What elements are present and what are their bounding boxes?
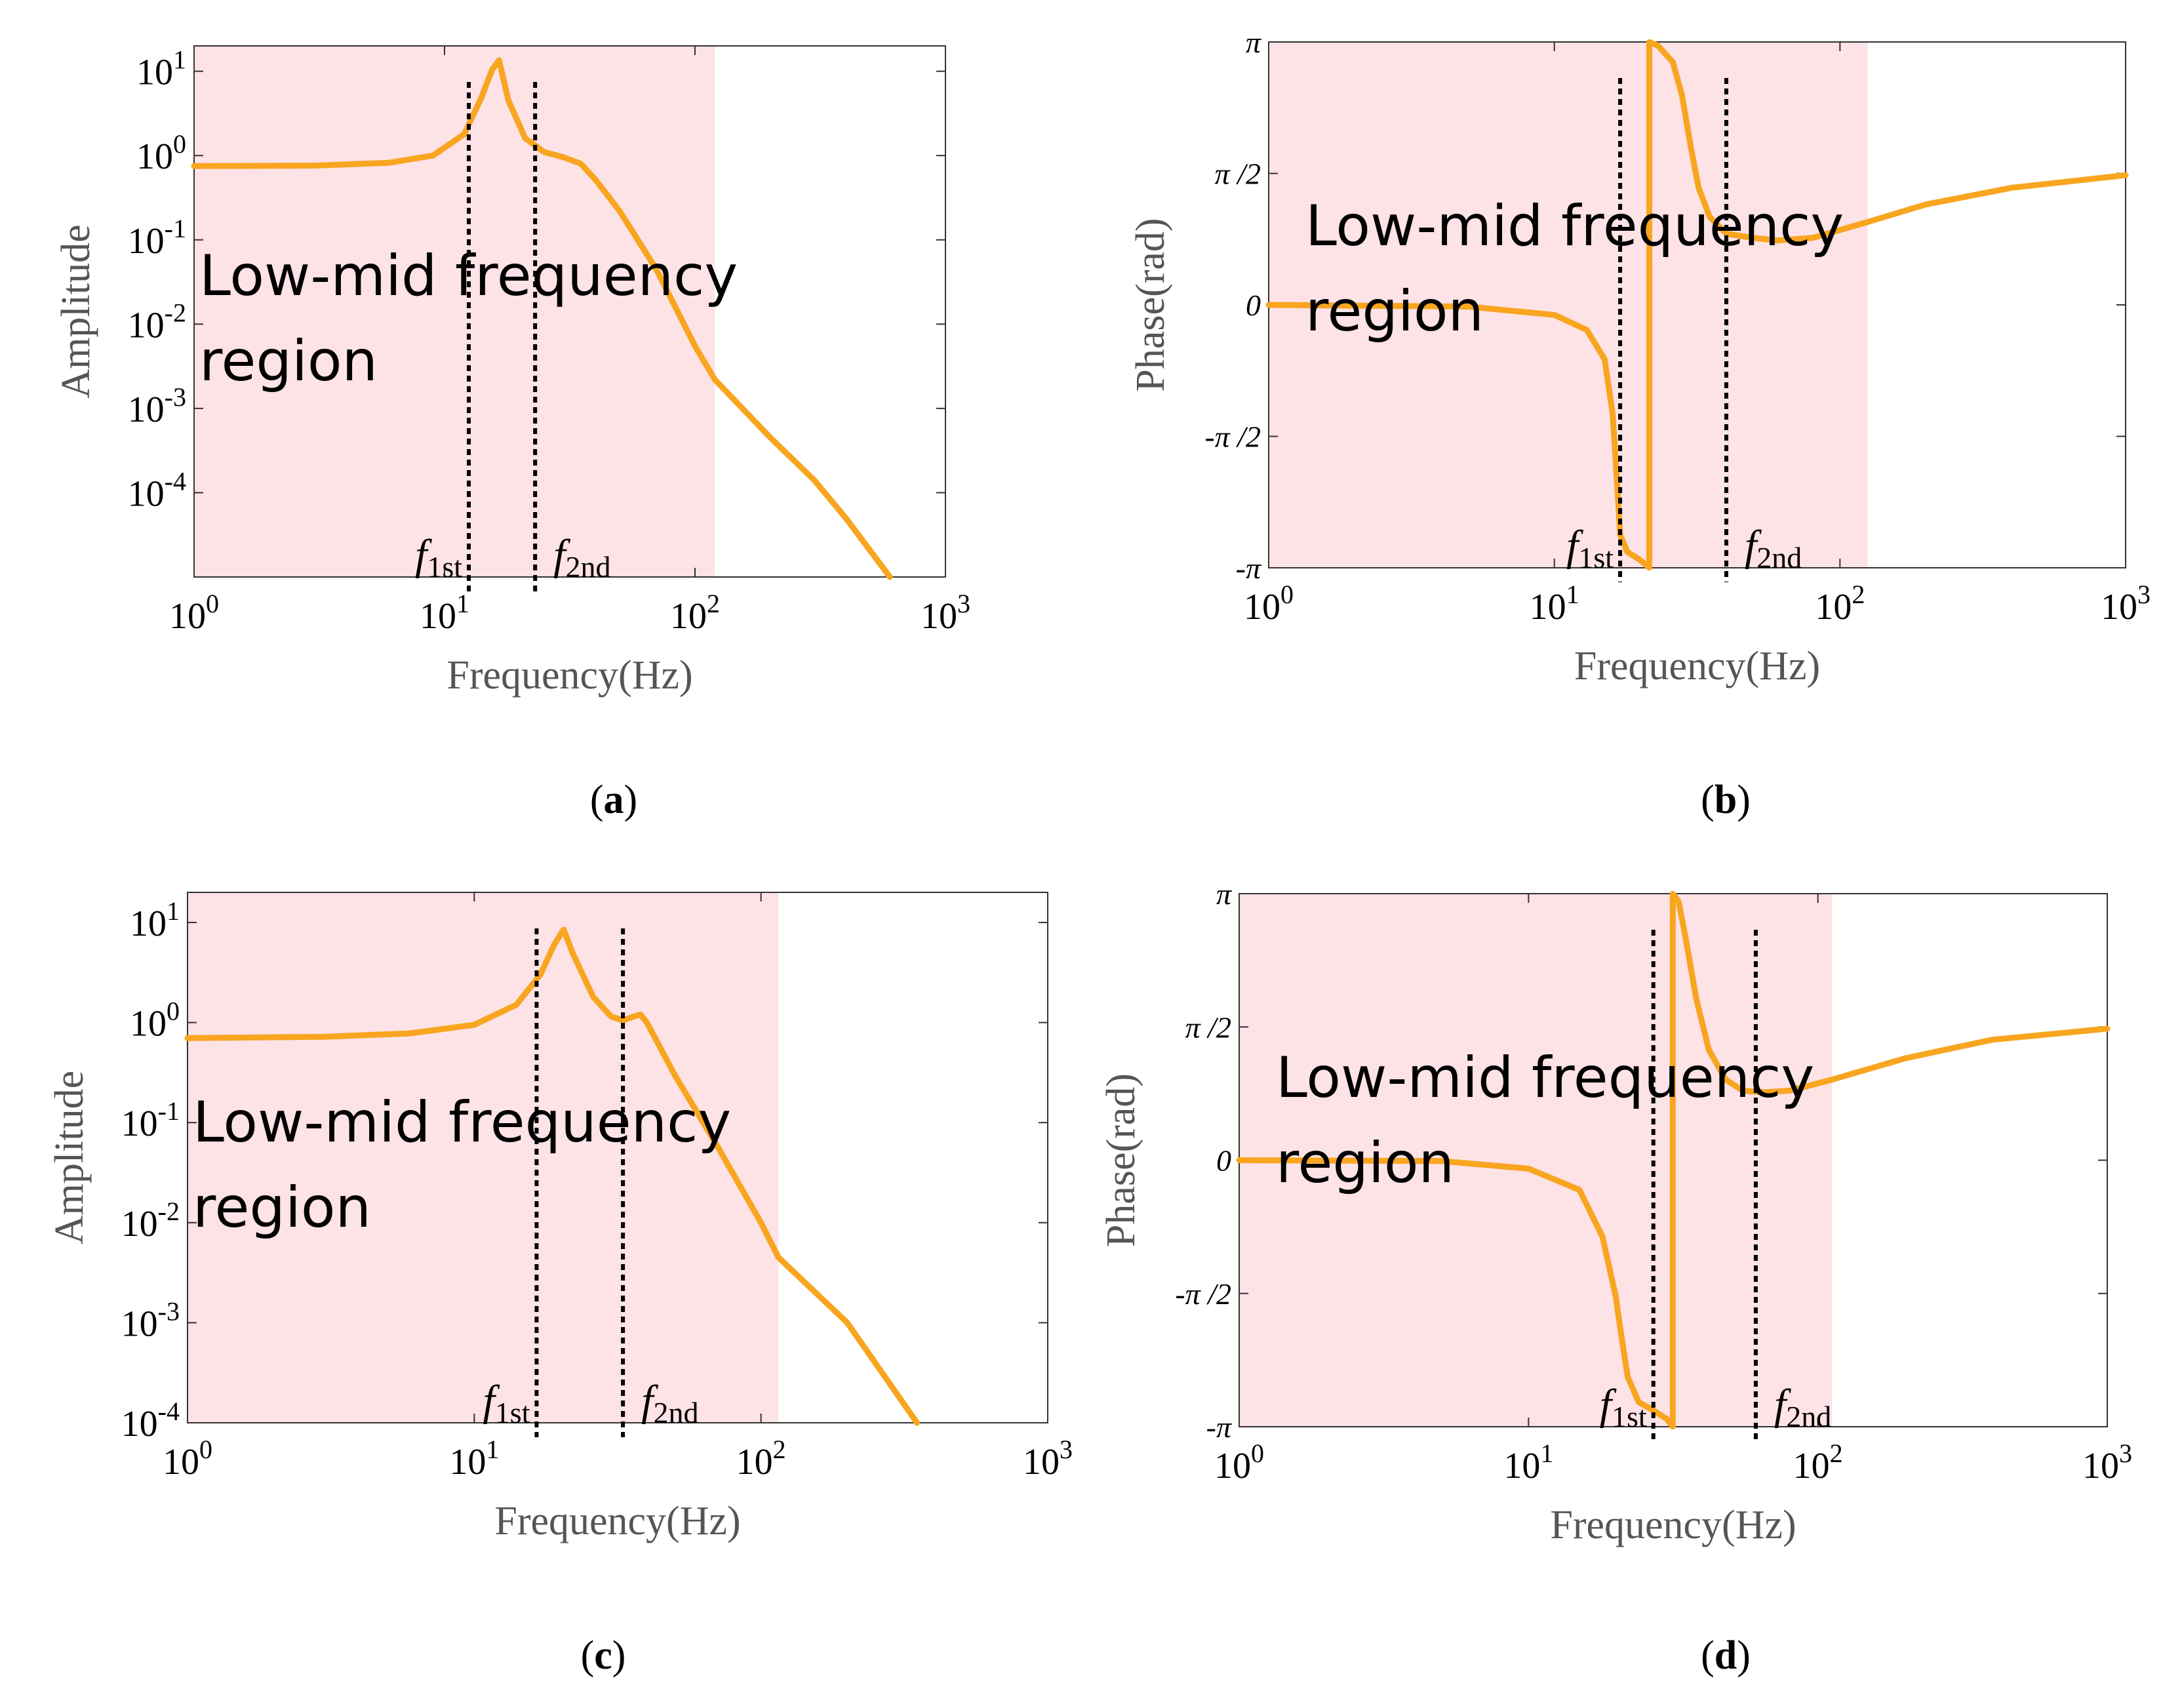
caption-d: (d) xyxy=(1701,1633,1751,1678)
series-line xyxy=(191,57,893,580)
y-tick-label: 10-2 xyxy=(121,1197,180,1244)
y-tick-label: 101 xyxy=(136,45,186,93)
x-tick-label: 101 xyxy=(1530,580,1579,627)
y-tick-label: π xyxy=(1216,877,1233,911)
chart-panel-b: 100 101 102 103 π π /2 0 -π /2 -π Frequency(Hz) Ph… xyxy=(1128,26,2151,688)
chart-panel-d: 100 101 102 103 π π /2 0 -π /2 -π Frequency(Hz) Ph… xyxy=(1099,877,2132,1547)
region-label-line: Low-mid frequency xyxy=(193,1090,731,1155)
x-tick-label: 101 xyxy=(420,589,469,637)
x-tick-label: 103 xyxy=(1023,1435,1073,1482)
series-line xyxy=(184,926,921,1426)
x-tick-label: 102 xyxy=(1793,1439,1843,1486)
region-label-line: Low-mid frequency xyxy=(1276,1045,1814,1111)
y-axis-label: Amplitude xyxy=(47,1071,92,1244)
region-label-line: region xyxy=(1305,279,1484,344)
chart-panel-c: 100 101 102 103 101 100 10-1 10-2 10-3 10-4 Freque… xyxy=(47,892,1073,1543)
caption-a: (a) xyxy=(589,778,638,822)
marker-label-1st: f1st xyxy=(1566,522,1614,574)
y-tick-label: -π /2 xyxy=(1175,1277,1231,1311)
y-tick-label: -π /2 xyxy=(1204,420,1261,454)
y-tick-label: 10-4 xyxy=(121,1397,180,1444)
x-tick-label: 102 xyxy=(1815,580,1865,627)
y-tick-label: 10-3 xyxy=(121,1296,180,1344)
x-axis-label: Frequency(Hz) xyxy=(1550,1503,1796,1547)
x-tick-label: 103 xyxy=(2082,1439,2132,1486)
caption-c: (c) xyxy=(580,1633,626,1678)
marker-label-2nd: f2nd xyxy=(1774,1381,1831,1433)
region-label-line: region xyxy=(1276,1130,1454,1196)
y-tick-label: π xyxy=(1246,26,1262,59)
x-tick-label: 100 xyxy=(163,1435,212,1482)
region-label-line: Low-mid frequency xyxy=(1305,193,1844,259)
chart-panel-a: 100 101 102 103 101 100 10-1 10-2 10-3 10-4 Freque… xyxy=(54,45,970,698)
y-tick-label: -π xyxy=(1236,551,1262,585)
x-tick-label: 100 xyxy=(1244,580,1294,627)
x-tick-label: 103 xyxy=(921,589,970,637)
y-tick-label: 101 xyxy=(130,896,180,944)
series-line xyxy=(1236,890,2111,1430)
region-shade xyxy=(188,892,779,1423)
y-tick-label: 0 xyxy=(1246,288,1261,322)
y-axis-label: Phase(rad) xyxy=(1128,218,1173,391)
series-line xyxy=(1265,39,2129,571)
x-tick-label: 101 xyxy=(449,1435,499,1482)
region-shade xyxy=(194,46,715,577)
x-tick-label: 103 xyxy=(2101,580,2151,627)
y-tick-label: 100 xyxy=(136,129,186,177)
x-axis-label: Frequency(Hz) xyxy=(446,653,692,698)
x-tick-label: 100 xyxy=(1214,1439,1264,1486)
y-tick-label: π /2 xyxy=(1185,1010,1231,1044)
marker-label-1st: f1st xyxy=(415,531,462,584)
x-axis-label: Frequency(Hz) xyxy=(494,1499,740,1543)
plot-frame xyxy=(187,892,1048,1423)
y-tick-label: 10-1 xyxy=(121,1096,180,1144)
x-tick-label: 102 xyxy=(670,589,720,637)
y-tick-label: 0 xyxy=(1216,1144,1231,1178)
caption-b: (b) xyxy=(1701,778,1751,822)
x-tick-label: 102 xyxy=(736,1435,786,1482)
y-tick-label: 10-2 xyxy=(128,298,186,346)
region-label-line: region xyxy=(193,1175,371,1241)
marker-label-1st: f1st xyxy=(1600,1381,1647,1433)
region-label-line: Low-mid frequency xyxy=(199,243,738,309)
marker-label-2nd: f2nd xyxy=(1745,522,1802,574)
region-label-line: region xyxy=(199,328,378,394)
plot-frame xyxy=(193,45,946,578)
y-axis-label: Phase(rad) xyxy=(1099,1073,1143,1247)
y-tick-label: π /2 xyxy=(1215,157,1261,191)
x-tick-label: 100 xyxy=(169,589,219,637)
y-tick-label: 10-4 xyxy=(128,466,186,514)
y-tick-label: 10-1 xyxy=(128,214,186,262)
y-axis-label: Amplitude xyxy=(54,224,98,398)
y-tick-label: 100 xyxy=(130,997,180,1044)
y-tick-label: 10-3 xyxy=(128,382,186,430)
x-tick-label: 101 xyxy=(1503,1439,1553,1486)
x-axis-label: Frequency(Hz) xyxy=(1574,644,1820,688)
y-tick-label: -π xyxy=(1206,1410,1233,1444)
